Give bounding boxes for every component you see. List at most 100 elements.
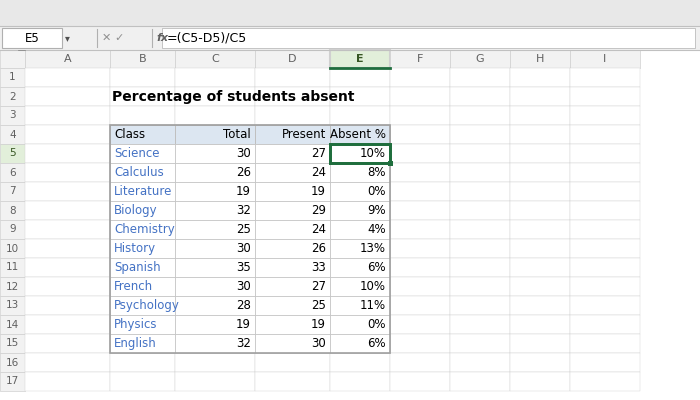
Text: 12: 12 xyxy=(6,282,19,292)
Bar xyxy=(175,144,255,163)
Text: ✓: ✓ xyxy=(114,33,124,43)
Text: 32: 32 xyxy=(236,204,251,217)
Bar xyxy=(450,163,510,182)
Text: Science: Science xyxy=(114,147,160,160)
Text: 16: 16 xyxy=(6,358,19,368)
Bar xyxy=(450,277,510,296)
Bar xyxy=(330,87,390,106)
Text: 8: 8 xyxy=(9,206,16,216)
Bar xyxy=(175,182,255,201)
Bar xyxy=(570,372,640,391)
Bar xyxy=(175,315,255,334)
Bar xyxy=(110,239,175,258)
Bar xyxy=(175,296,255,315)
Bar xyxy=(330,334,390,353)
Text: Literature: Literature xyxy=(114,185,172,198)
Bar xyxy=(175,220,255,239)
Bar xyxy=(510,201,570,220)
Bar xyxy=(510,334,570,353)
Bar xyxy=(390,334,450,353)
Bar xyxy=(175,239,255,258)
Bar xyxy=(110,106,175,125)
Bar xyxy=(0,296,25,315)
Text: 7: 7 xyxy=(9,186,16,196)
Bar xyxy=(25,258,110,277)
Text: 24: 24 xyxy=(311,166,326,179)
Bar xyxy=(255,277,330,296)
Text: fx: fx xyxy=(156,33,168,43)
Bar xyxy=(175,125,255,144)
Bar xyxy=(330,201,390,220)
Text: English: English xyxy=(114,337,157,350)
Bar xyxy=(330,182,390,201)
Bar xyxy=(510,106,570,125)
Bar xyxy=(175,87,255,106)
Bar xyxy=(255,334,330,353)
Bar xyxy=(162,28,695,48)
Bar xyxy=(25,315,110,334)
Bar xyxy=(175,106,255,125)
Bar xyxy=(255,220,330,239)
Text: 26: 26 xyxy=(236,166,251,179)
Bar xyxy=(0,277,25,296)
Bar xyxy=(255,220,330,239)
Text: History: History xyxy=(114,242,156,255)
Bar xyxy=(175,258,255,277)
Text: E: E xyxy=(356,54,364,64)
Text: Chemistry: Chemistry xyxy=(114,223,175,236)
Bar xyxy=(255,258,330,277)
Bar xyxy=(570,125,640,144)
Bar xyxy=(330,182,390,201)
Bar xyxy=(175,372,255,391)
Bar xyxy=(330,144,390,163)
Bar xyxy=(255,144,330,163)
Bar xyxy=(255,258,330,277)
Bar xyxy=(255,125,330,144)
Text: 27: 27 xyxy=(311,280,326,293)
Bar xyxy=(110,68,175,87)
Bar xyxy=(390,239,450,258)
Bar xyxy=(390,315,450,334)
Text: 1: 1 xyxy=(9,72,16,82)
Text: =(C5-D5)/C5: =(C5-D5)/C5 xyxy=(167,32,247,44)
Bar xyxy=(330,239,390,258)
Bar xyxy=(0,239,25,258)
Bar xyxy=(388,160,393,166)
Bar xyxy=(330,277,390,296)
Bar xyxy=(570,334,640,353)
Text: 28: 28 xyxy=(236,299,251,312)
Bar xyxy=(25,220,110,239)
Bar xyxy=(0,125,25,144)
Bar xyxy=(110,353,175,372)
Bar xyxy=(510,353,570,372)
Bar xyxy=(25,353,110,372)
Text: C: C xyxy=(211,54,219,64)
Bar xyxy=(2,28,62,48)
Text: 25: 25 xyxy=(236,223,251,236)
Bar xyxy=(25,296,110,315)
Text: Total: Total xyxy=(223,128,251,141)
Bar xyxy=(110,315,175,334)
Bar xyxy=(0,334,25,353)
Bar xyxy=(255,353,330,372)
Bar xyxy=(330,125,390,144)
Text: 19: 19 xyxy=(311,185,326,198)
Bar xyxy=(330,258,390,277)
Text: 33: 33 xyxy=(312,261,326,274)
Bar xyxy=(110,258,175,277)
Bar xyxy=(110,144,175,163)
Bar xyxy=(175,201,255,220)
Bar xyxy=(110,125,390,353)
Text: ▾: ▾ xyxy=(64,33,69,43)
Bar xyxy=(255,315,330,334)
Bar xyxy=(450,87,510,106)
Bar xyxy=(450,334,510,353)
Bar xyxy=(510,220,570,239)
Bar xyxy=(510,296,570,315)
Bar xyxy=(255,277,330,296)
Bar xyxy=(330,315,390,334)
Bar xyxy=(175,296,255,315)
Bar xyxy=(510,372,570,391)
Bar xyxy=(255,87,330,106)
Text: 19: 19 xyxy=(236,318,251,331)
